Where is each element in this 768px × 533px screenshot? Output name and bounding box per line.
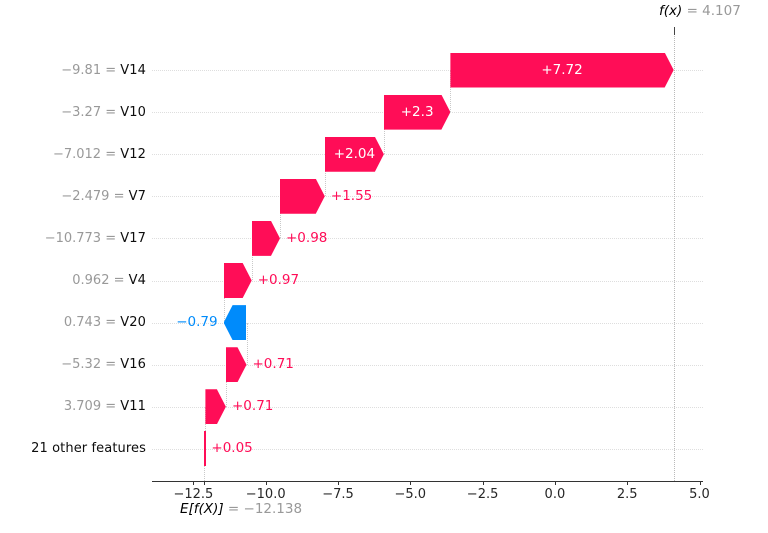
waterfall-bar-V4 (224, 263, 252, 298)
feature-value: −10.773 = (44, 231, 121, 246)
waterfall-bar-V20 (223, 305, 247, 341)
x-axis-tick-label: −2.5 (466, 487, 499, 502)
bar-value-label: +0.71 (232, 398, 274, 414)
row-gridline (152, 154, 703, 156)
feature-name: V10 (120, 105, 146, 120)
feature-value: −2.479 = (61, 189, 129, 204)
expected-value-annotation: E[f(X)] = −12.138 (180, 501, 302, 517)
row-gridline (152, 364, 703, 366)
bar-value-label: +1.55 (330, 188, 373, 204)
x-axis-tick (554, 481, 556, 485)
feature-label: 0.962 = V4 (0, 272, 146, 289)
bar-value-label: +0.97 (257, 272, 300, 288)
x-axis-tick (627, 481, 629, 485)
bar-connector-line (383, 112, 385, 155)
feature-name: V11 (120, 399, 146, 414)
feature-label: −3.27 = V10 (0, 104, 146, 121)
bar-value-label: +2.3 (400, 104, 434, 120)
expected-value-tick (203, 481, 205, 485)
x-axis-tick-label: −12.5 (173, 487, 214, 502)
feature-name: V14 (120, 63, 146, 78)
bar-value-label: +0.05 (211, 440, 253, 456)
x-axis-tick (699, 481, 701, 485)
waterfall-bar-V7 (280, 179, 325, 214)
feature-value: −5.32 = (61, 357, 121, 372)
waterfall-bar-V17 (252, 221, 280, 256)
waterfall-bar-V14 (450, 53, 673, 88)
waterfall-bar-21-other-features (204, 431, 206, 467)
feature-value: −3.27 = (61, 105, 121, 120)
bar-connector-line (280, 196, 281, 239)
x-axis-tick-label: 5.0 (689, 487, 710, 502)
row-gridline (152, 322, 703, 324)
fx-label: f(x) (659, 3, 683, 19)
bar-value-label: +0.98 (286, 230, 328, 246)
row-gridline (152, 70, 703, 71)
feature-label: −9.81 = V14 (0, 62, 146, 79)
row-gridline (152, 196, 703, 198)
feature-label: 0.743 = V20 (0, 314, 146, 331)
bar-value-label: +0.71 (252, 356, 294, 372)
feature-value: 0.743 = (63, 315, 121, 330)
bar-connector-line (324, 154, 326, 197)
fx-reference-line (673, 36, 675, 481)
fx-annotation: f(x) = 4.107 (659, 3, 741, 19)
expected-value-number: = −12.138 (227, 501, 303, 517)
feature-label: 3.709 = V11 (0, 398, 146, 415)
feature-value: 0.962 = (72, 273, 129, 288)
x-axis-tick (338, 481, 339, 485)
feature-label: −10.773 = V17 (0, 230, 146, 247)
x-axis-tick-label: 2.5 (616, 487, 638, 502)
x-axis-tick-label: −7.5 (322, 487, 354, 502)
feature-value: −9.81 = (61, 63, 121, 78)
bar-connector-line (223, 280, 225, 323)
feature-label: 21 other features (0, 440, 146, 457)
feature-label: −7.012 = V12 (0, 146, 146, 163)
bar-connector-line (226, 364, 227, 407)
fx-value: = 4.107 (686, 3, 741, 19)
row-gridline (152, 406, 703, 408)
row-gridline (152, 448, 703, 450)
waterfall-bar-V10 (384, 95, 451, 130)
x-axis-tick (265, 481, 267, 485)
x-axis-tick-label: 0.0 (544, 487, 566, 502)
feature-name: V17 (120, 231, 146, 246)
bar-connector-line (205, 406, 207, 449)
feature-name: V12 (120, 147, 146, 162)
x-axis-tick-label: −5.0 (394, 487, 427, 502)
waterfall-bar-V11 (205, 389, 226, 424)
x-axis-tick (193, 481, 195, 485)
feature-label: −2.479 = V7 (0, 188, 146, 205)
feature-value: 3.709 = (63, 399, 121, 414)
waterfall-bar-V16 (226, 347, 247, 382)
bar-connector-line (450, 70, 452, 113)
expected-value-label: E[f(X)] (180, 501, 224, 517)
bar-connector-line (251, 238, 253, 281)
row-gridline (152, 238, 703, 240)
bar-value-label: +2.04 (333, 146, 376, 162)
x-axis-tick (482, 481, 484, 485)
feature-label: −5.32 = V16 (0, 356, 146, 373)
feature-name: V4 (128, 273, 146, 288)
waterfall-bar-V12 (325, 137, 384, 172)
bar-value-label: −0.79 (176, 314, 218, 330)
feature-name: V7 (128, 189, 146, 204)
feature-value: −7.012 = (52, 147, 121, 162)
feature-name: V16 (120, 357, 146, 372)
feature-name: V20 (120, 315, 146, 330)
row-gridline (152, 280, 703, 282)
fx-tick (673, 27, 675, 35)
x-axis-tick (410, 481, 412, 485)
feature-name: 21 other features (31, 441, 146, 456)
x-axis (152, 481, 703, 482)
bar-connector-line (246, 322, 248, 365)
bar-value-label: +7.72 (541, 62, 583, 78)
x-axis-tick-label: −10.0 (245, 487, 286, 502)
